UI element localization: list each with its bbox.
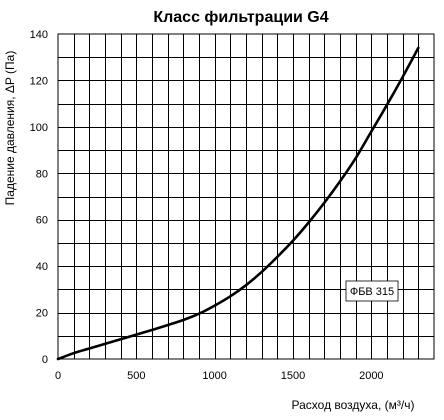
x-tick-label: 2000 [359,370,383,382]
y-axis-label: Падение давления, ΔP (Па) [3,51,17,206]
x-axis-label: Расход воздуха, (м³/ч) [292,398,415,412]
y-axis-ticks: 0 20 40 60 80 100 120 140 [30,29,48,366]
x-tick-label: 0 [55,370,61,382]
series-line-fbv-315 [56,46,420,361]
y-tick-label: 120 [30,75,48,87]
y-tick-label: 20 [36,308,48,320]
x-tick-label: 1500 [281,370,305,382]
y-tick-label: 60 [36,215,48,227]
y-tick-label: 100 [30,122,48,134]
y-tick-label: 80 [36,168,48,180]
legend-box [345,280,399,302]
y-tick-label: 140 [30,29,48,41]
legend: ФБВ 315 [345,280,399,302]
chart-title: Класс фильтрации G4 [153,9,328,26]
grid [58,34,434,359]
x-tick-label: 500 [127,370,145,382]
x-tick-label: 1000 [202,370,226,382]
y-tick-label: 0 [42,354,48,366]
y-tick-label: 40 [36,261,48,273]
legend-entry-fbv-315: ФБВ 315 [350,286,394,298]
x-axis-ticks: 0 500 1000 1500 2000 [55,370,384,382]
plot-frame [57,33,435,360]
